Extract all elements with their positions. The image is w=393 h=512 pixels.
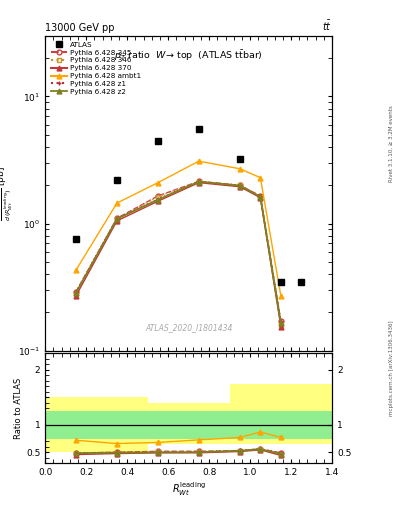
- Pythia 6.428 z2: [73, 290, 78, 296]
- Text: mcplots.cern.ch [arXiv:1306.3436]: mcplots.cern.ch [arXiv:1306.3436]: [389, 321, 393, 416]
- Pythia 6.428 346: [196, 179, 201, 185]
- Pythia 6.428 370: [156, 198, 160, 204]
- Pythia 6.428 z2: [237, 183, 242, 189]
- Pythia 6.428 z2: [258, 194, 263, 200]
- Pythia 6.428 346: [258, 194, 263, 200]
- Pythia 6.428 346: [279, 322, 283, 328]
- ATLAS: [115, 177, 119, 183]
- Pythia 6.428 ambt1: [258, 175, 263, 181]
- Pythia 6.428 z2: [115, 216, 119, 222]
- ATLAS: [279, 279, 283, 285]
- Pythia 6.428 ambt1: [237, 166, 242, 172]
- Line: Pythia 6.428 346: Pythia 6.428 346: [73, 179, 283, 327]
- ATLAS: [156, 138, 160, 144]
- Pythia 6.428 345: [156, 193, 160, 199]
- Pythia 6.428 z2: [279, 320, 283, 326]
- Pythia 6.428 z1: [115, 215, 119, 221]
- Line: Pythia 6.428 370: Pythia 6.428 370: [73, 180, 283, 329]
- ATLAS: [299, 279, 304, 285]
- Text: Rivet 3.1.10, ≥ 3.2M events: Rivet 3.1.10, ≥ 3.2M events: [389, 105, 393, 182]
- Pythia 6.428 346: [237, 182, 242, 188]
- Pythia 6.428 z1: [279, 318, 283, 325]
- X-axis label: $R_{Wt}^{\mathrm{leading}}$: $R_{Wt}^{\mathrm{leading}}$: [172, 480, 206, 498]
- Line: Pythia 6.428 z2: Pythia 6.428 z2: [73, 179, 283, 326]
- Pythia 6.428 345: [237, 182, 242, 188]
- ATLAS: [73, 237, 78, 243]
- Pythia 6.428 370: [73, 293, 78, 299]
- Y-axis label: Ratio to ATLAS: Ratio to ATLAS: [14, 378, 23, 439]
- ATLAS: [237, 156, 242, 162]
- Pythia 6.428 345: [258, 193, 263, 199]
- Pythia 6.428 z1: [156, 196, 160, 202]
- Pythia 6.428 ambt1: [279, 293, 283, 299]
- Pythia 6.428 370: [115, 218, 119, 224]
- Pythia 6.428 z2: [156, 197, 160, 203]
- Line: Pythia 6.428 z1: Pythia 6.428 z1: [73, 179, 283, 324]
- Pythia 6.428 ambt1: [196, 158, 201, 164]
- Line: Pythia 6.428 345: Pythia 6.428 345: [73, 179, 283, 324]
- Pythia 6.428 346: [115, 216, 119, 222]
- Pythia 6.428 345: [73, 289, 78, 295]
- Pythia 6.428 345: [279, 318, 283, 325]
- Pythia 6.428 370: [237, 184, 242, 190]
- Line: ATLAS: ATLAS: [73, 126, 305, 285]
- Pythia 6.428 z1: [237, 182, 242, 188]
- Y-axis label: $\frac{d\sigma}{d\,(R_{Wt}^{\mathrm{leading}})}$ [pb]: $\frac{d\sigma}{d\,(R_{Wt}^{\mathrm{lead…: [0, 166, 15, 221]
- Pythia 6.428 ambt1: [156, 180, 160, 186]
- Text: $p_{T}$ ratio  $W\!\rightarrow\!$ top  (ATLAS t$\bar{\mathrm{t}}$bar): $p_{T}$ ratio $W\!\rightarrow\!$ top (AT…: [114, 49, 263, 63]
- Pythia 6.428 346: [156, 194, 160, 200]
- Pythia 6.428 z2: [196, 179, 201, 185]
- Line: Pythia 6.428 ambt1: Pythia 6.428 ambt1: [73, 159, 283, 298]
- Text: ATLAS_2020_I1801434: ATLAS_2020_I1801434: [145, 323, 232, 332]
- Pythia 6.428 z1: [73, 289, 78, 295]
- Text: $t\bar{t}$: $t\bar{t}$: [322, 19, 332, 33]
- Text: 13000 GeV pp: 13000 GeV pp: [45, 23, 115, 33]
- Pythia 6.428 z1: [196, 178, 201, 184]
- Legend: ATLAS, Pythia 6.428 345, Pythia 6.428 346, Pythia 6.428 370, Pythia 6.428 ambt1,: ATLAS, Pythia 6.428 345, Pythia 6.428 34…: [49, 39, 143, 97]
- Pythia 6.428 345: [196, 178, 201, 184]
- Pythia 6.428 346: [73, 291, 78, 297]
- Pythia 6.428 370: [196, 180, 201, 186]
- Pythia 6.428 370: [258, 195, 263, 201]
- Pythia 6.428 370: [279, 324, 283, 330]
- Pythia 6.428 ambt1: [73, 267, 78, 273]
- Pythia 6.428 z1: [258, 193, 263, 199]
- Pythia 6.428 345: [115, 215, 119, 221]
- ATLAS: [196, 126, 201, 133]
- Pythia 6.428 ambt1: [115, 200, 119, 206]
